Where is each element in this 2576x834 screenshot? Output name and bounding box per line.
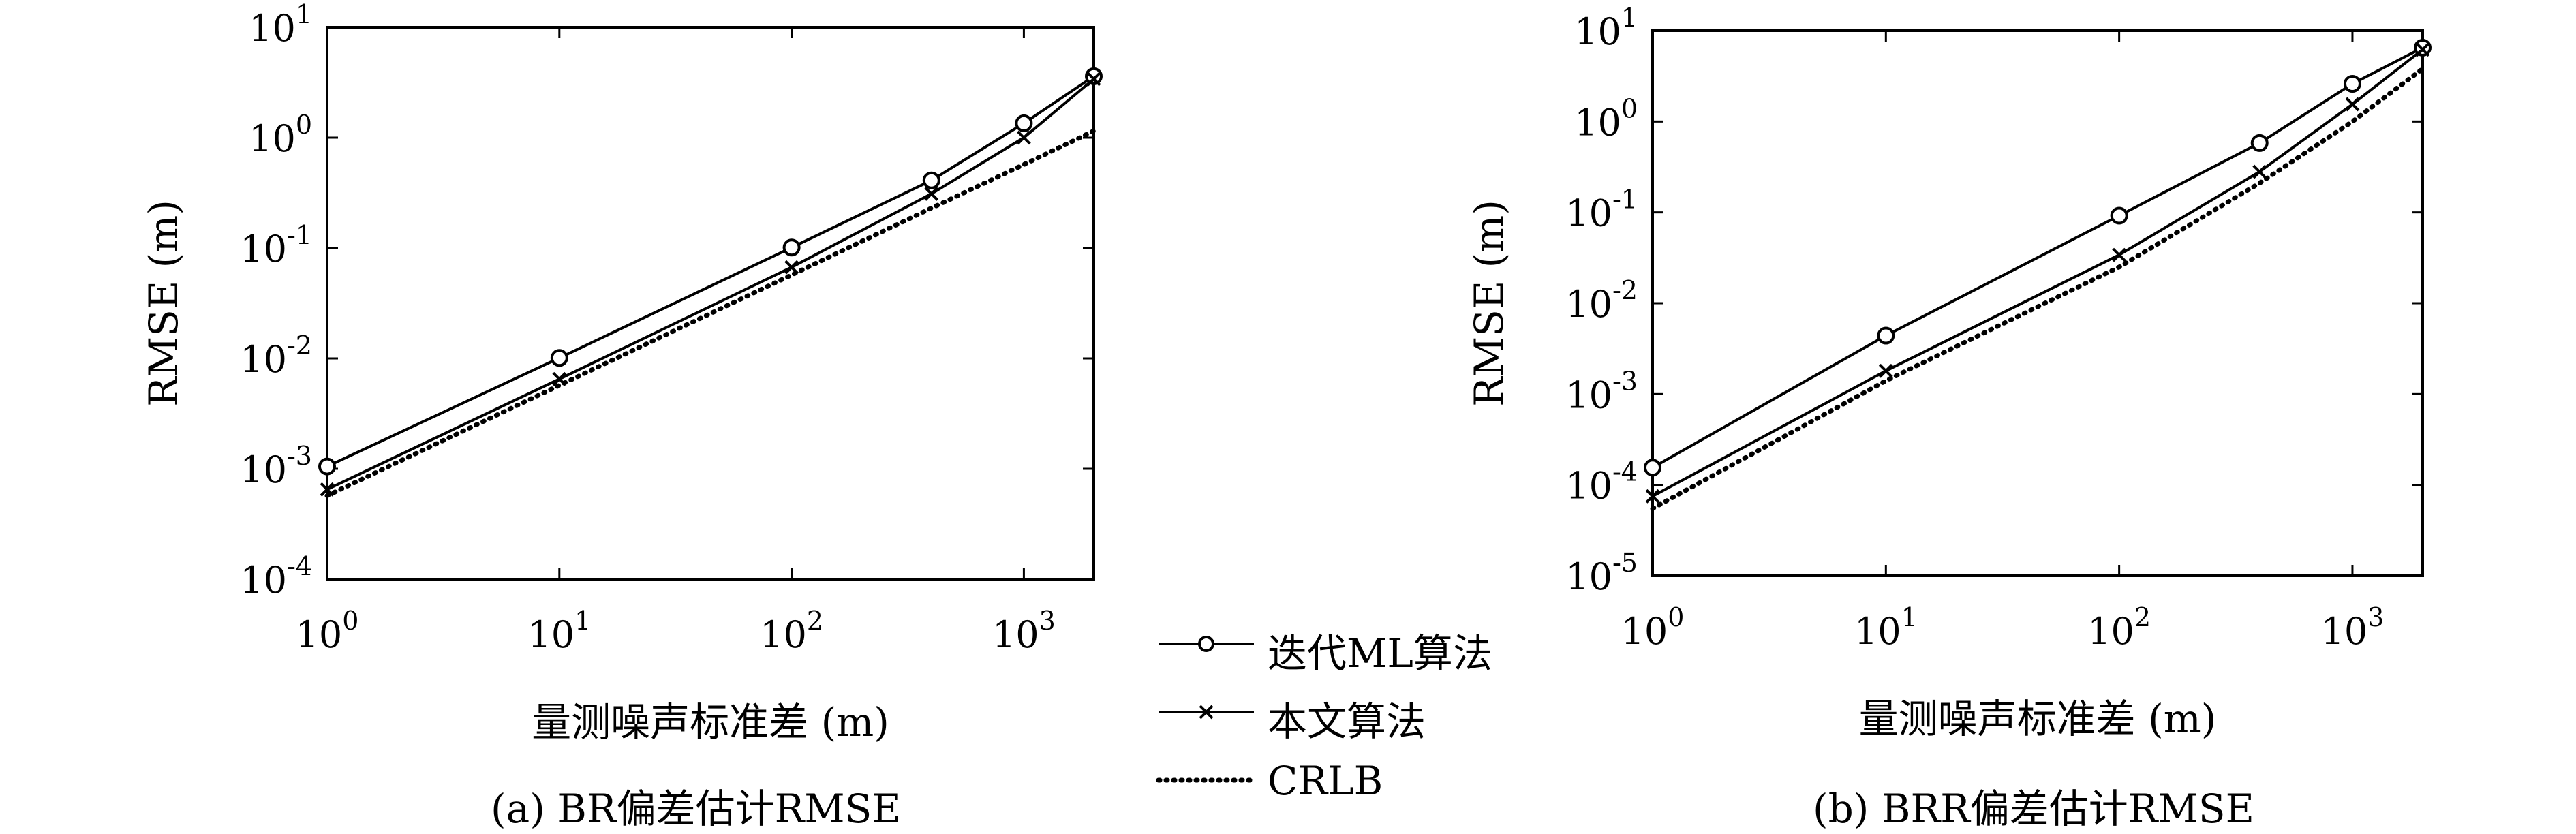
legend-label: 本文算法 — [1268, 698, 1426, 745]
x-tick-label: 101 — [1854, 602, 1918, 653]
x-axis-label: 量测噪声标准差 (m) — [532, 699, 889, 745]
data-point-x — [1878, 363, 1893, 378]
legend-label: CRLB — [1268, 758, 1383, 804]
data-point-x — [1086, 72, 1101, 87]
data-point-circle — [782, 238, 801, 257]
y-tick-label: 100 — [249, 110, 312, 160]
x-marker-stroke — [2345, 97, 2360, 112]
data-point-circle — [1015, 114, 1033, 132]
x-axis-label: 量测噪声标准差 (m) — [1859, 696, 2217, 742]
data-point-x — [2345, 97, 2360, 112]
data-point-x — [924, 186, 939, 201]
x-marker-stroke — [1086, 72, 1101, 87]
series-iterative-ml-line — [326, 75, 1095, 468]
y-tick-label: 10-4 — [240, 551, 312, 602]
panel-a: 100 101 102 103 10-4 10-3 10-2 10-1 100 101 量测噪声标准… — [140, 0, 1103, 745]
x-marker-icon — [1159, 705, 1254, 720]
x-marker-stroke — [1016, 130, 1031, 145]
x-marker-stroke — [924, 186, 939, 201]
y-tick-label: 10-2 — [240, 330, 312, 381]
caption-b: (b) BRR偏差估计RMSE — [1813, 786, 2254, 832]
legend-item-iterative-ml: 迭代ML算法 — [1152, 613, 1533, 677]
x-marker-stroke — [1645, 489, 1660, 504]
data-point-x — [2252, 164, 2267, 179]
y-tick-label: 100 — [1574, 93, 1638, 144]
data-point-circle — [1644, 459, 1661, 477]
x-tick-label: 103 — [992, 606, 1056, 656]
caption-a: (a) BR偏差估计RMSE — [491, 786, 901, 832]
x-marker-stroke — [2112, 247, 2127, 262]
dotted-line-icon — [1156, 777, 1257, 783]
x-marker-stroke — [2415, 42, 2430, 57]
data-point-x — [2415, 42, 2430, 57]
y-tick-label: 10-3 — [240, 441, 312, 491]
x-marker-stroke — [1878, 363, 1893, 378]
x-tick-label: 102 — [2087, 602, 2151, 653]
data-point-circle — [922, 171, 940, 189]
legend: 迭代ML算法 本文算法 CRLB — [1152, 613, 1533, 824]
x-tick-label: 100 — [296, 606, 359, 656]
circle-marker-icon — [1159, 636, 1254, 652]
y-tick-label: 101 — [249, 0, 312, 50]
data-point-circle — [2110, 206, 2128, 225]
legend-item-proposed: 本文算法 — [1152, 681, 1533, 745]
series-iterative-ml-line — [1652, 46, 2423, 469]
y-tick-label: 10-4 — [1565, 457, 1638, 508]
data-point-circle — [1085, 67, 1103, 85]
series-crlb-line — [324, 128, 1097, 498]
y-axis-label: RMSE (m) — [1466, 200, 1512, 407]
x-marker-stroke — [784, 260, 799, 275]
x-tick-label: 101 — [527, 606, 591, 656]
x-marker-stroke — [2252, 164, 2267, 179]
y-tick-label: 10-5 — [1565, 548, 1638, 598]
data-point-circle — [550, 349, 568, 367]
y-tick-label: 10-3 — [1565, 366, 1638, 416]
data-point-x — [320, 482, 335, 497]
x-marker-stroke — [552, 371, 567, 386]
x-marker-stroke — [320, 482, 335, 497]
data-point-circle — [2343, 75, 2361, 93]
x-tick-label: 103 — [2320, 602, 2384, 653]
axes-frame — [326, 26, 1095, 581]
panel-b: 100 101 102 103 10-5 10-4 10-3 10-2 10-1 100 101 量测… — [1466, 3, 2432, 742]
series-proposed-line — [326, 78, 1095, 491]
data-point-x — [2112, 247, 2127, 262]
y-tick-label: 10-2 — [1565, 275, 1638, 326]
x-tick-label: 100 — [1621, 602, 1685, 653]
data-point-x — [1645, 489, 1660, 504]
series-proposed-line — [1652, 48, 2424, 498]
data-point-circle — [1877, 326, 1895, 345]
series-crlb-line — [1650, 66, 2425, 511]
y-axis-label: RMSE (m) — [140, 200, 187, 407]
data-point-circle — [318, 457, 336, 476]
legend-label: 迭代ML算法 — [1268, 630, 1492, 677]
y-tick-label: 10-1 — [1565, 185, 1638, 235]
y-tick-label: 101 — [1574, 3, 1638, 53]
x-tick-label: 102 — [760, 606, 823, 656]
data-point-circle — [2250, 134, 2269, 152]
data-point-x — [1016, 130, 1031, 145]
y-tick-label: 10-1 — [240, 220, 312, 271]
legend-item-crlb: CRLB — [1152, 750, 1533, 811]
